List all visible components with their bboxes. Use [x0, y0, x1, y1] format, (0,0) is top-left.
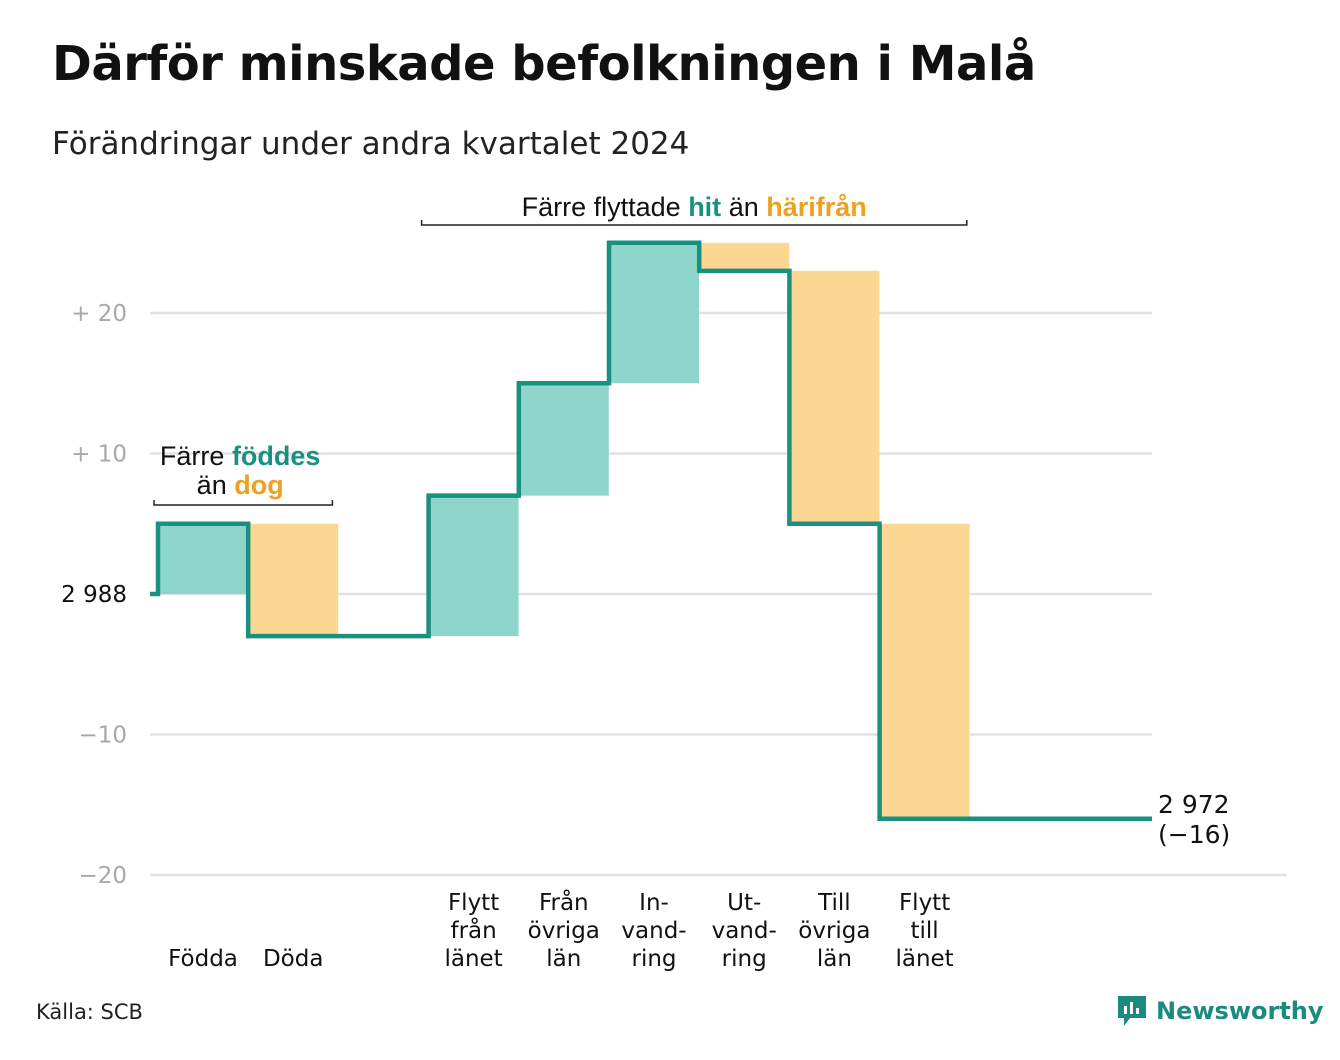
category-label: Från [539, 888, 589, 916]
category-label: från [450, 916, 496, 944]
category-label: vand- [712, 918, 777, 944]
annotation-part: härifrån [766, 192, 867, 222]
increase-bar [158, 523, 248, 594]
running-total-line [150, 240, 1152, 822]
annotation-part: än [197, 470, 235, 500]
newsworthy-logo-icon [1118, 996, 1146, 1026]
annotation-part: än [721, 192, 766, 222]
category-label: län [546, 946, 581, 972]
annotation-births-deaths: Färre föddes [160, 441, 321, 471]
chart-title: Därför minskade befolkningen i Malå [52, 36, 1036, 92]
category-label: övriga [798, 918, 870, 944]
category-label: Döda [263, 946, 323, 972]
category-label: Födda [168, 946, 238, 972]
category-label: Flytt [448, 890, 499, 916]
annotation-part: dog [234, 470, 283, 500]
source-label: Källa: SCB [36, 1000, 143, 1024]
annotation-part: hit [688, 192, 721, 222]
decrease-bar [879, 523, 970, 819]
annotation-bracket [153, 500, 334, 506]
increase-bar [518, 383, 609, 496]
newsworthy-wordmark: Newsworthy [1156, 997, 1324, 1025]
annotation-part: Färre [160, 441, 232, 471]
newsworthy-logo: Newsworthy [1116, 994, 1324, 1028]
category-label: In- [639, 890, 669, 916]
increase-bar [609, 242, 699, 384]
chart-subtitle: Förändringar under andra kvartalet 2024 [52, 126, 690, 162]
y-tick-label: −20 [78, 863, 127, 889]
category-label: Till [817, 890, 851, 916]
category-label: övriga [528, 918, 600, 944]
category-label: Flytt [899, 890, 950, 916]
annotation-migration: Färre flyttade hit än härifrån [522, 192, 867, 222]
category-label: ring [722, 946, 767, 972]
decrease-bar [789, 270, 880, 524]
decrease-bar [699, 242, 790, 271]
y-tick-label: + 20 [71, 301, 127, 327]
category-label: ring [631, 946, 676, 972]
end-change-label: (−16) [1158, 820, 1230, 849]
category-label: vand- [621, 918, 686, 944]
category-label: länet [895, 946, 953, 972]
y-tick-label: −10 [78, 723, 127, 749]
increase-bar [428, 495, 519, 637]
annotation-part: föddes [232, 441, 321, 471]
annotation-births-deaths: än dog [197, 470, 284, 500]
decrease-bar [248, 523, 339, 637]
y-tick-label: 2 988 [61, 582, 127, 608]
annotation-part: Färre flyttade [522, 192, 689, 222]
category-label: länet [444, 946, 502, 972]
category-label: län [817, 946, 852, 972]
category-label: till [910, 918, 938, 944]
end-value-label: 2 972 [1158, 790, 1230, 819]
annotation-bracket [420, 220, 968, 226]
y-tick-label: + 10 [71, 442, 127, 468]
category-label: Ut- [727, 890, 761, 916]
